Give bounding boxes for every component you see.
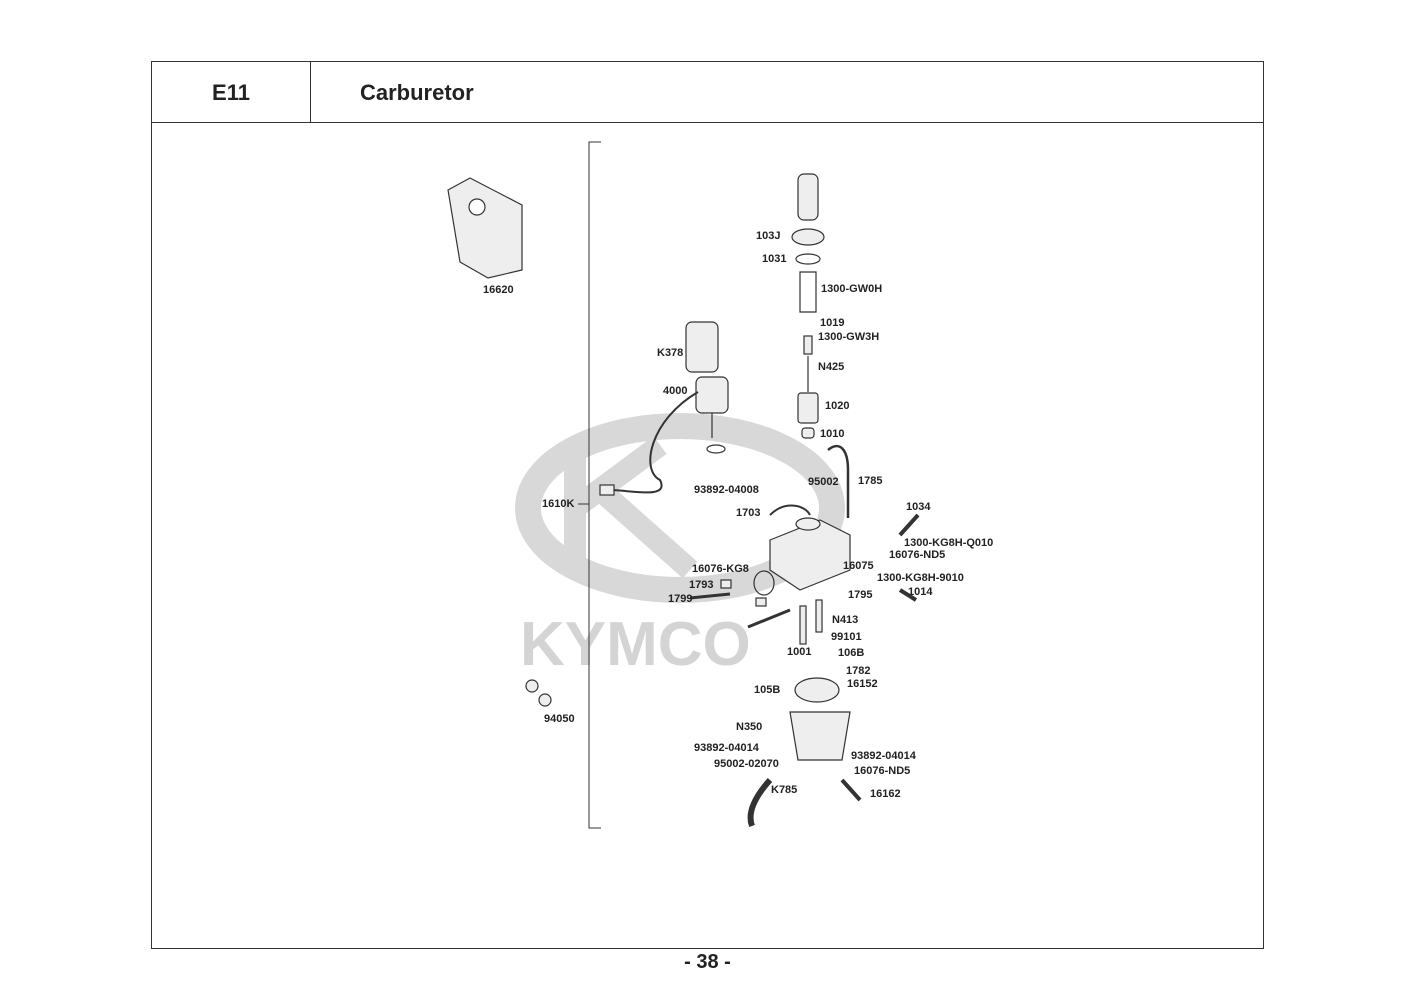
part-label: 1300-GW0H [821,283,883,295]
part-label: 93892-04008 [694,484,759,496]
part-label: 95002-02070 [714,758,779,770]
part-label: N413 [832,614,859,626]
part-label: 1300-KG8H-9010 [877,572,964,584]
watermark-text: KYMCO [520,610,751,679]
part-label: 1795 [848,589,873,601]
part-drawings [447,173,920,828]
part-label: 1020 [825,400,850,412]
part-label: 1300-KG8H-Q010 [904,537,994,549]
part-label: K378 [657,347,684,359]
part-label: 103J [756,230,781,242]
section-header: E11 Carburetor [151,61,1264,123]
part-label: 105B [754,684,781,696]
part-label: 94050 [544,713,575,725]
part-label: 99101 [831,631,862,643]
part-label: 1019 [820,317,845,329]
part-label: 16152 [847,678,878,690]
part-label: 16162 [870,788,901,800]
part-label: N425 [818,361,845,373]
part-label: 1610K [542,498,575,510]
part-label: 16075 [843,560,874,572]
part-label: 16076-ND5 [854,765,911,777]
part-label: 93892-04014 [694,742,759,754]
section-code: E11 [152,62,311,123]
part-label: 1799 [668,593,693,605]
part-label: N350 [736,721,763,733]
section-title: Carburetor [360,79,474,105]
part-label: 1034 [906,501,931,513]
part-label: 1782 [846,665,871,677]
part-label: 16620 [483,284,514,296]
part-label: 1703 [736,507,761,519]
part-label: 1014 [908,586,933,598]
part-label: 1300-GW3H [818,331,880,343]
part-label: 95002 [808,476,839,488]
page-number: - 38 - [684,951,731,973]
part-label: K785 [771,784,798,796]
part-label: 1010 [820,428,845,440]
part-label: 4000 [663,385,688,397]
part-label: 1001 [787,646,812,658]
part-label: 1793 [689,579,714,591]
part-label: 1031 [762,253,787,265]
part-label: 16076-ND5 [889,549,946,561]
part-label: 1785 [858,475,883,487]
part-label: 16076-KG8 [692,563,749,575]
assembly-bracket [578,141,601,829]
part-label: 106B [838,647,865,659]
diagram-frame [151,122,1264,949]
part-label: 93892-04014 [851,750,916,762]
